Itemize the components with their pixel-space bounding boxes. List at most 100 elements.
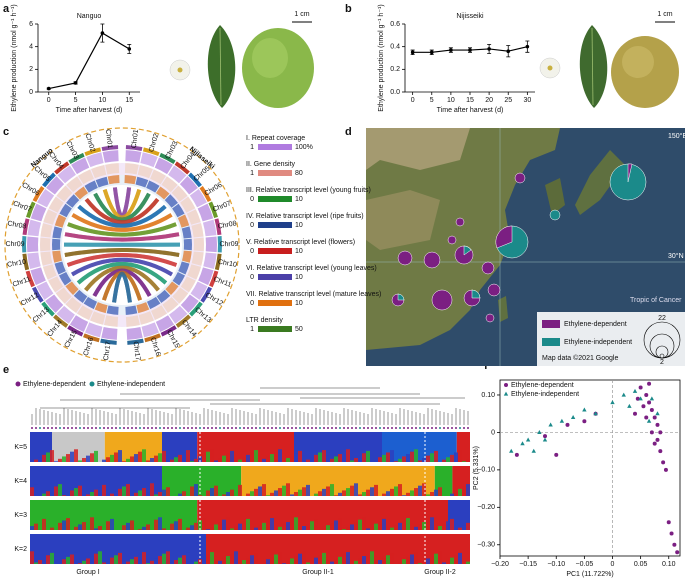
chromosome-band: [189, 301, 203, 317]
point: [543, 434, 547, 439]
chromosome-band: [68, 152, 85, 164]
ancestry-stripe: [274, 554, 278, 564]
ancestry-stripe: [326, 461, 330, 462]
track: [205, 236, 218, 253]
point: [666, 520, 671, 525]
ancestry-stripe: [314, 493, 318, 496]
ancestry-stripe: [410, 451, 414, 462]
x-tick-label: 5: [74, 97, 78, 104]
point: [525, 44, 530, 49]
ancestry-stripe: [358, 494, 362, 496]
point: [506, 49, 511, 53]
ancestry-stripe: [186, 488, 190, 496]
sample-marker: [31, 427, 33, 429]
ancestry-stripe: [130, 559, 134, 564]
ancestry-stripe: [370, 526, 374, 530]
synteny-ribbon: [112, 271, 132, 303]
sample-marker: [399, 427, 401, 429]
sample-marker: [311, 427, 313, 429]
legend-min: 1: [250, 144, 254, 151]
track: [178, 261, 190, 275]
ancestry-stripe: [414, 526, 418, 530]
ancestry-stripe: [122, 486, 126, 496]
synteny-ribbon: [71, 257, 173, 277]
legend-max: 10: [295, 274, 303, 281]
x-tick-label: −0.10: [547, 561, 565, 568]
track: [56, 305, 75, 324]
track: [43, 209, 58, 225]
track: [54, 261, 66, 275]
scale-label: 1 cm: [657, 11, 672, 18]
ancestry-stripe: [78, 524, 82, 530]
sample-marker: [423, 427, 425, 429]
ancestry-stripe: [230, 528, 234, 530]
legend-title: VI. Relative transcript level (young lea…: [246, 265, 377, 272]
sample-marker: [175, 427, 177, 429]
chromosome-band: [199, 186, 212, 202]
chromosome-label: Chr14: [46, 319, 63, 338]
track: [57, 165, 76, 184]
ancestry-stripe: [406, 556, 410, 564]
point: [531, 448, 536, 453]
synteny-ribbon: [71, 213, 173, 232]
sample-marker: [319, 427, 321, 429]
ancestry-stripe: [30, 551, 34, 564]
chromosome-label: Chr14: [180, 319, 197, 338]
sample-marker: [223, 427, 225, 429]
ancestry-stripe: [238, 484, 242, 496]
ancestry-stripe: [162, 553, 166, 564]
k-label: K=3: [14, 512, 27, 519]
ancestry-stripe: [94, 450, 98, 462]
ancestry-stripe: [170, 562, 174, 564]
ancestry-stripe: [386, 491, 390, 496]
ancestry-stripe: [334, 559, 338, 564]
legend-title: II. Gene density: [246, 161, 296, 168]
ancestry-stripe: [170, 459, 174, 462]
chromosome-band: [175, 314, 191, 328]
point: [638, 396, 643, 401]
ancestry-stripe: [422, 560, 426, 564]
sample-marker: [135, 427, 137, 429]
ancestry-stripe: [330, 484, 334, 496]
ancestry-stripe: [218, 522, 222, 530]
point: [647, 400, 652, 405]
track: [183, 238, 193, 251]
chromosome-band: [42, 172, 56, 188]
track: [151, 305, 167, 321]
sample-marker: [391, 427, 393, 429]
ancestry-stripe: [74, 552, 78, 564]
ancestry-stripe: [310, 457, 314, 462]
point: [652, 441, 657, 446]
ancestry-stripe: [170, 523, 174, 530]
ancestry-stripe: [466, 458, 470, 462]
point: [663, 467, 668, 472]
sample-marker: [327, 427, 329, 429]
track: [197, 203, 214, 222]
ancestry-stripe: [410, 529, 414, 530]
ancestry-stripe: [426, 558, 430, 564]
legend-min: 1: [250, 170, 254, 177]
chromosome-band: [83, 333, 100, 343]
track: [65, 297, 82, 313]
legend-marker: [89, 381, 95, 387]
ancestry-stripe: [358, 558, 362, 564]
ancestry-stripe: [146, 460, 150, 462]
track: [52, 250, 63, 263]
synteny-ribbon: [67, 222, 177, 237]
y-tick-label: 2: [29, 66, 33, 73]
track: [66, 194, 80, 208]
ancestry-stripe: [346, 552, 350, 564]
panel-label: e: [3, 364, 9, 376]
ancestry-stripe: [346, 526, 350, 530]
ancestry-stripe: [410, 554, 414, 564]
chromosome-band: [200, 286, 213, 303]
panel-label: d: [345, 126, 352, 138]
sample-marker: [75, 427, 77, 429]
ancestry-stripe: [66, 492, 70, 496]
chromosome-label: Chr17: [132, 341, 142, 361]
sample-marker: [363, 427, 365, 429]
sample-marker: [367, 427, 369, 429]
point: [593, 411, 598, 416]
chromosome-label: Chr13: [193, 306, 212, 324]
ancestry-stripe: [102, 484, 106, 496]
